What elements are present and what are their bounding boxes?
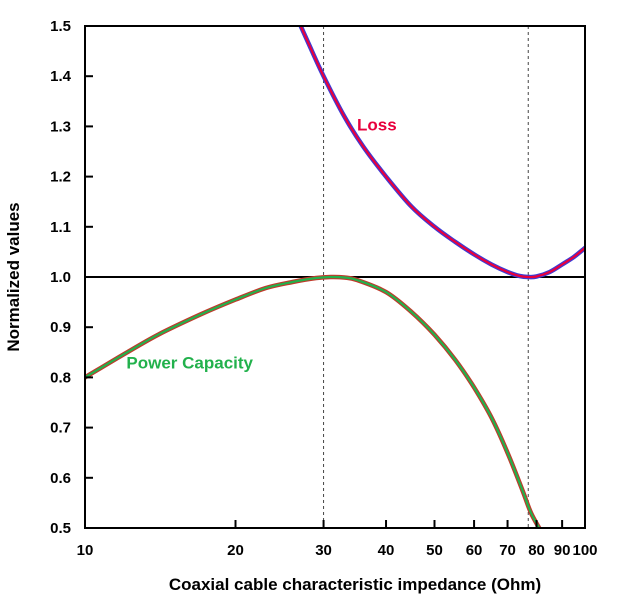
x-tick-label: 20 [227, 542, 244, 559]
loss-line [299, 26, 585, 279]
y-tick-label: 0.6 [50, 470, 71, 487]
y-axis: 0.5 0.6 0.7 0.8 0.9 1.0 1.1 1.2 1.3 1.4 1.5 [50, 18, 93, 537]
y-tick-label: 1.5 [50, 18, 71, 35]
y-tick-label: 1.2 [50, 169, 71, 186]
series-layer [85, 26, 585, 528]
x-tick-label: 90 [554, 542, 571, 559]
y-tick-label: 0.5 [50, 520, 71, 537]
y-tick-label: 0.7 [50, 420, 71, 437]
x-tick-label: 30 [315, 542, 332, 559]
y-tick-label: 0.9 [50, 319, 71, 336]
x-axis-title: Coaxial cable characteristic impedance (… [169, 575, 541, 594]
loss-line-outline [298, 26, 585, 280]
power-capacity-line-outline [85, 274, 542, 528]
y-tick-label: 1.3 [50, 118, 71, 135]
loss-label: Loss [357, 115, 397, 134]
y-tick-label: 0.8 [50, 369, 71, 386]
x-tick-label: 60 [466, 542, 483, 559]
x-tick-label: 40 [378, 542, 395, 559]
y-tick-label: 1.1 [50, 219, 71, 236]
x-tick-label: 70 [499, 542, 516, 559]
x-axis: 10 20 30 40 50 60 70 80 90 100 [77, 520, 598, 559]
x-tick-label: 10 [77, 542, 94, 559]
y-tick-label: 1.4 [50, 68, 72, 85]
y-axis-title: Normalized values [4, 202, 23, 351]
power-capacity-label: Power Capacity [126, 353, 253, 372]
power-capacity-line [85, 275, 541, 528]
x-tick-label: 50 [426, 542, 443, 559]
x-tick-label: 80 [528, 542, 545, 559]
y-tick-label: 1.0 [50, 269, 71, 286]
x-tick-label: 100 [572, 542, 597, 559]
